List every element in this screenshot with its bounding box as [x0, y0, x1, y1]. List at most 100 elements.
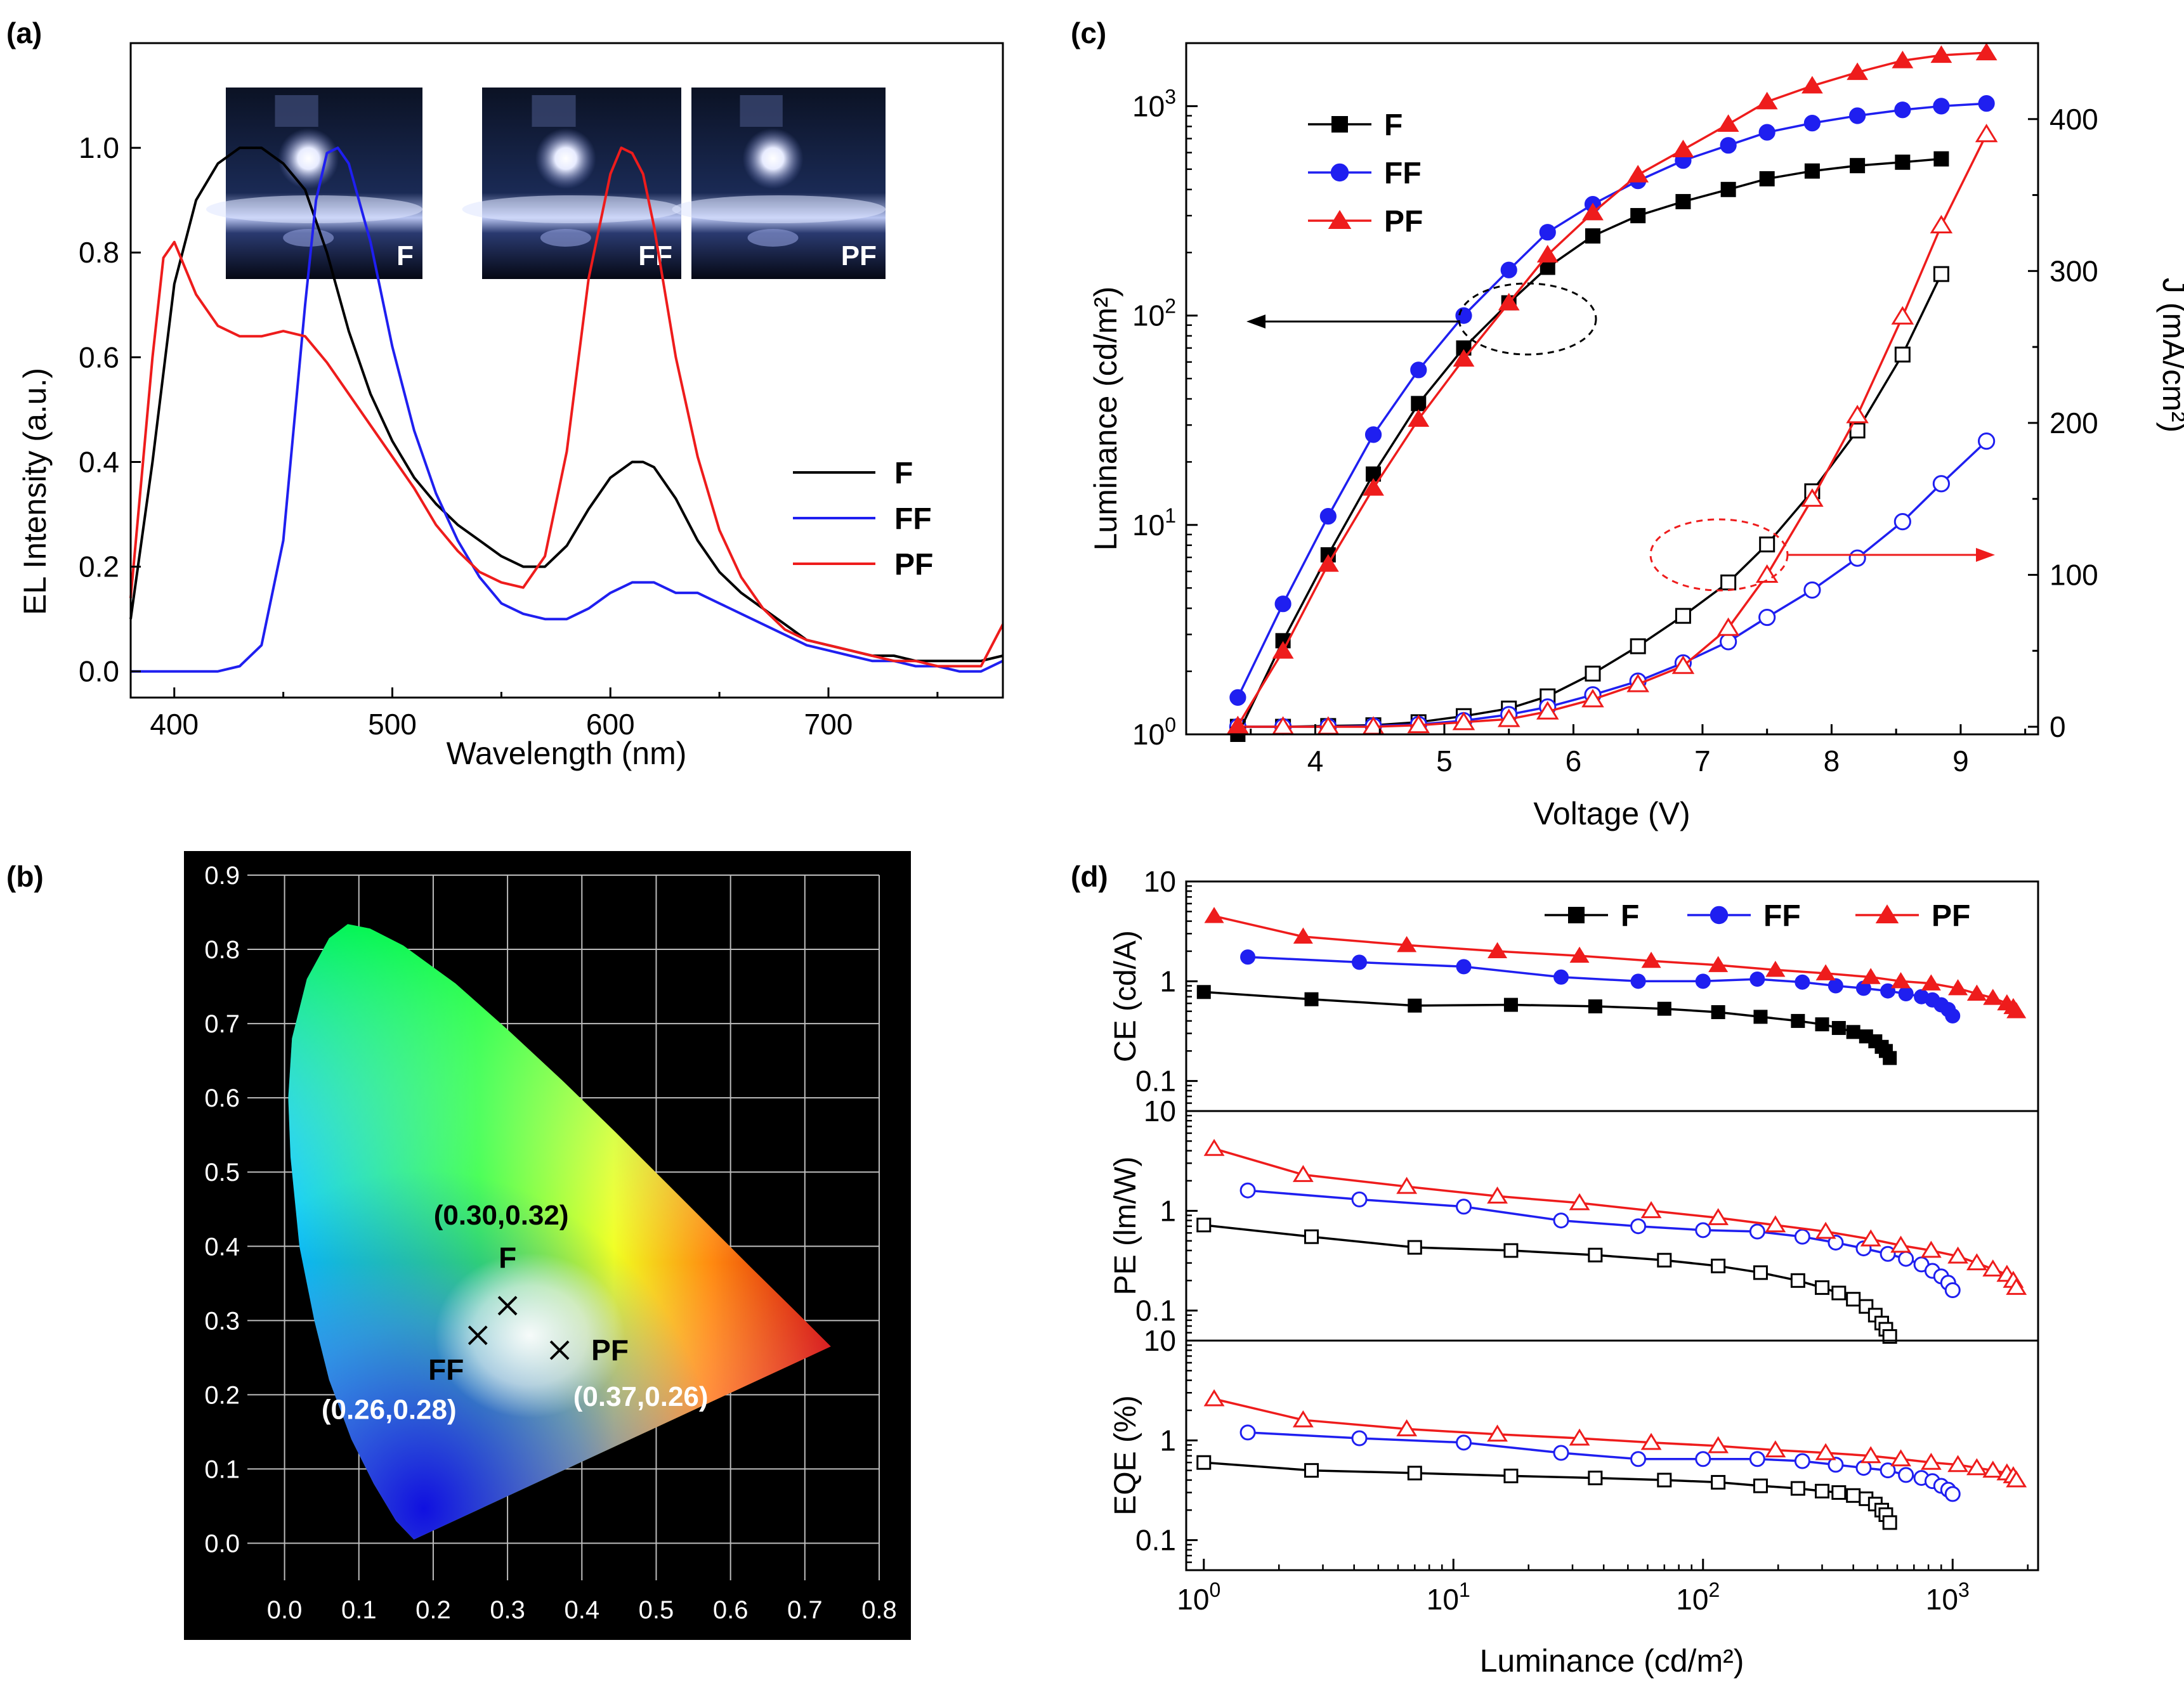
data-point — [1407, 1466, 1422, 1481]
device-photo-label: PF — [841, 240, 877, 271]
data-point — [1539, 224, 1556, 241]
x-axis-label: Wavelength (nm) — [447, 736, 687, 771]
legend-label-f: F — [1384, 108, 1403, 142]
x-tick-label: 0.1 — [341, 1596, 377, 1624]
data-point — [1720, 633, 1737, 651]
data-point — [1948, 979, 1968, 996]
data-point — [1753, 1478, 1768, 1493]
data-point — [1753, 1265, 1768, 1280]
data-point — [1553, 1213, 1569, 1229]
y-tick-label: 0.1 — [1135, 1065, 1176, 1098]
data-point — [1292, 1410, 1314, 1427]
data-point — [1487, 1424, 1508, 1442]
legend-label-ff: FF — [1763, 899, 1801, 933]
series-ff-circle — [1229, 95, 1995, 706]
data-point — [1831, 1285, 1847, 1301]
y-tick-label: 0.4 — [204, 1233, 240, 1261]
cie-point-ff: FF (0.26,0.28) — [322, 1325, 488, 1426]
cie-point-marker — [497, 1296, 518, 1316]
data-point — [1351, 1191, 1368, 1207]
data-point — [1930, 45, 1952, 63]
y-tick-label: 1 — [1160, 1194, 1176, 1227]
data-point — [1240, 949, 1256, 965]
data-point — [1895, 154, 1911, 170]
data-point — [1411, 396, 1427, 412]
data-point — [2006, 1470, 2027, 1488]
data-point — [1759, 171, 1775, 186]
y-tick-label: 102 — [1132, 295, 1176, 332]
data-point — [2006, 1278, 2027, 1295]
data-point — [1831, 1485, 1847, 1500]
data-point — [1758, 124, 1775, 141]
data-point — [1304, 1463, 1319, 1478]
legend-label-f: F — [1621, 899, 1639, 933]
y-axis-label: EQE (%) — [1109, 1395, 1142, 1515]
data-point — [1983, 989, 2003, 1005]
device-photo-label: F — [396, 240, 414, 271]
plot-frame — [1185, 42, 2039, 736]
data-point — [1975, 42, 1998, 61]
plot-frame — [129, 42, 1004, 699]
data-point — [1229, 689, 1246, 706]
device-photo-ff: FF — [462, 88, 681, 279]
data-point — [1848, 549, 1866, 567]
data-point — [1196, 985, 1211, 999]
data-point — [1898, 1467, 1914, 1483]
data-point — [1396, 1419, 1418, 1436]
data-point — [1408, 998, 1422, 1013]
data-point — [1860, 1229, 1881, 1247]
data-point — [1892, 50, 1914, 68]
data-point — [1894, 346, 1911, 363]
y-tick-label: 0.5 — [204, 1159, 240, 1187]
data-point — [1675, 608, 1691, 624]
series-ff-circle-open — [1229, 432, 1996, 736]
data-point — [1588, 1247, 1603, 1263]
y-axis-label: PE (lm/W) — [1109, 1157, 1142, 1296]
data-point — [1410, 361, 1427, 379]
data-point — [1239, 1182, 1256, 1199]
data-point — [1982, 1259, 2004, 1277]
y-tick-label: 0.9 — [204, 862, 240, 890]
data-point — [1944, 1282, 1961, 1299]
y-tick-label: 100 — [1132, 713, 1176, 751]
data-point — [1717, 114, 1739, 132]
data-point — [1292, 1165, 1314, 1182]
data-point — [1850, 158, 1866, 174]
data-point — [1831, 1021, 1846, 1036]
cie-point-label: F — [499, 1241, 516, 1274]
data-point — [1304, 992, 1319, 1006]
data-point — [1982, 1460, 2004, 1478]
data-point — [1966, 1458, 1987, 1476]
data-point — [1828, 978, 1843, 994]
left-arrow-head — [1246, 315, 1265, 328]
x-tick-label: 9 — [1952, 744, 1969, 777]
data-point — [1488, 942, 1508, 958]
data-point — [1890, 1235, 1911, 1253]
data-point — [1671, 655, 1695, 674]
data-point — [1883, 1051, 1897, 1065]
data-point — [1630, 973, 1646, 989]
data-point — [1630, 1451, 1647, 1467]
data-point — [1408, 409, 1430, 427]
data-point — [1828, 1457, 1844, 1473]
luminance-group-ellipse — [1458, 282, 1597, 356]
data-point — [1846, 1292, 1861, 1307]
cie-point-coords: (0.37,0.26) — [573, 1381, 709, 1412]
x-tick-label: 0.6 — [713, 1596, 749, 1624]
data-point — [1860, 968, 1881, 984]
data-point — [1966, 1253, 1987, 1271]
data-point — [1569, 1193, 1590, 1211]
axis-ticks: 4 5 6 7 8 9 100 101 102 103 0 100 200 300 400 — [1132, 85, 2098, 777]
x-tick-label: 4 — [1307, 744, 1324, 777]
data-point — [1898, 985, 1914, 1001]
y2-tick-label: 0 — [2050, 710, 2066, 743]
y-tick-label: 101 — [1132, 504, 1176, 542]
data-point — [1204, 907, 1224, 923]
x-axis-label: Voltage (V) — [1533, 796, 1690, 831]
series-ff — [1239, 1424, 1961, 1502]
data-point — [1711, 1005, 1725, 1020]
data-point — [1626, 673, 1649, 692]
